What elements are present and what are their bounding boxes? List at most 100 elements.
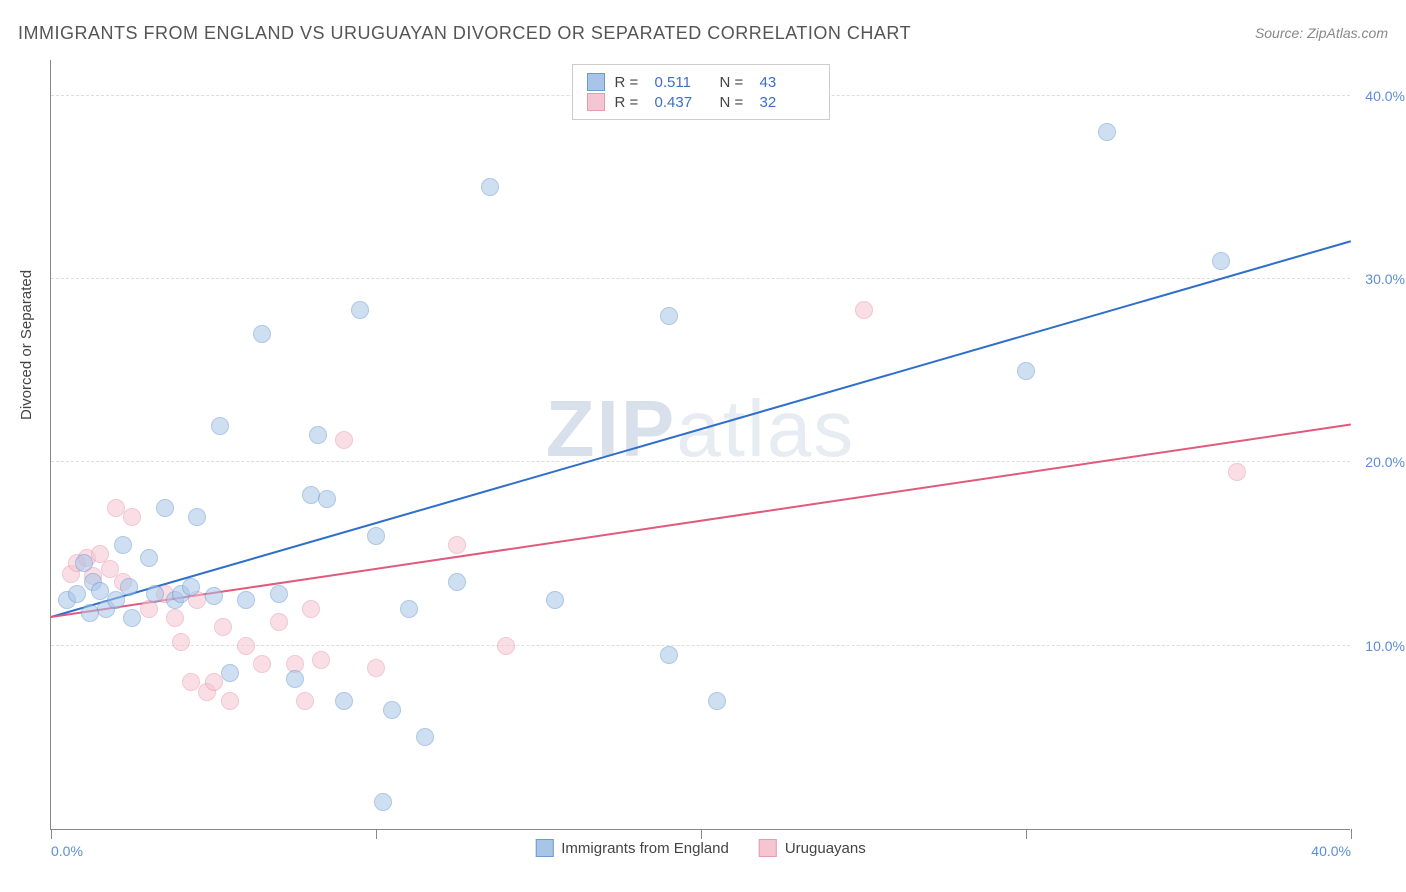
series-b-r-value: 0.437 xyxy=(655,94,710,111)
trend-line-b xyxy=(51,424,1351,618)
legend-bottom-item-a: Immigrants from England xyxy=(535,839,729,857)
y-tick-label: 10.0% xyxy=(1365,638,1405,654)
legend-swatch-a xyxy=(535,839,553,857)
data-point-a xyxy=(182,578,200,596)
data-point-a xyxy=(481,178,499,196)
data-point-a xyxy=(270,585,288,603)
gridline-h xyxy=(51,461,1350,462)
data-point-b xyxy=(335,431,353,449)
data-point-a xyxy=(221,664,239,682)
n-label: N = xyxy=(720,94,750,111)
data-point-b xyxy=(253,655,271,673)
series-a-r-value: 0.511 xyxy=(655,74,710,91)
data-point-a xyxy=(68,585,86,603)
data-point-b xyxy=(221,692,239,710)
data-point-a xyxy=(660,646,678,664)
data-point-b xyxy=(302,600,320,618)
data-point-a xyxy=(91,582,109,600)
x-tick-label: 40.0% xyxy=(1311,843,1351,859)
data-point-b xyxy=(166,609,184,627)
data-point-a xyxy=(448,573,466,591)
data-point-b xyxy=(855,301,873,319)
data-point-a xyxy=(140,549,158,567)
data-point-a xyxy=(351,301,369,319)
data-point-a xyxy=(286,670,304,688)
data-point-a xyxy=(205,587,223,605)
data-point-a xyxy=(374,793,392,811)
data-point-a xyxy=(318,490,336,508)
gridline-h xyxy=(51,278,1350,279)
legend-top-row-b: R = 0.437 N = 32 xyxy=(587,93,815,111)
x-tick-label: 0.0% xyxy=(51,843,83,859)
data-point-a xyxy=(120,578,138,596)
data-point-a xyxy=(309,426,327,444)
y-tick-label: 30.0% xyxy=(1365,271,1405,287)
legend-bottom-item-b: Uruguayans xyxy=(759,839,866,857)
data-point-a xyxy=(367,527,385,545)
data-point-b xyxy=(172,633,190,651)
data-point-b xyxy=(312,651,330,669)
series-b-label: Uruguayans xyxy=(785,840,866,857)
data-point-a xyxy=(114,536,132,554)
data-point-a xyxy=(1212,252,1230,270)
x-tick xyxy=(701,829,702,839)
chart-title: IMMIGRANTS FROM ENGLAND VS URUGUAYAN DIV… xyxy=(18,23,911,44)
data-point-b xyxy=(214,618,232,636)
series-a-n-value: 43 xyxy=(760,74,815,91)
r-label: R = xyxy=(615,74,645,91)
data-point-a xyxy=(253,325,271,343)
data-point-a xyxy=(546,591,564,609)
data-point-a xyxy=(708,692,726,710)
y-axis-title: Divorced or Separated xyxy=(18,270,35,420)
series-b-n-value: 32 xyxy=(760,94,815,111)
legend-swatch-a xyxy=(587,73,605,91)
x-tick xyxy=(1026,829,1027,839)
data-point-b xyxy=(182,673,200,691)
x-tick xyxy=(1351,829,1352,839)
data-point-a xyxy=(383,701,401,719)
data-point-a xyxy=(188,508,206,526)
legend-swatch-b xyxy=(587,93,605,111)
source-label: Source: xyxy=(1255,25,1307,41)
legend-top-row-a: R = 0.511 N = 43 xyxy=(587,73,815,91)
data-point-b xyxy=(367,659,385,677)
r-label: R = xyxy=(615,94,645,111)
data-point-b xyxy=(270,613,288,631)
x-tick xyxy=(51,829,52,839)
data-point-a xyxy=(400,600,418,618)
data-point-a xyxy=(1098,123,1116,141)
title-bar: IMMIGRANTS FROM ENGLAND VS URUGUAYAN DIV… xyxy=(18,18,1388,48)
data-point-a xyxy=(660,307,678,325)
data-point-a xyxy=(1017,362,1035,380)
data-point-b xyxy=(1228,463,1246,481)
series-a-label: Immigrants from England xyxy=(561,840,729,857)
data-point-b xyxy=(123,508,141,526)
data-point-a xyxy=(156,499,174,517)
data-point-b xyxy=(497,637,515,655)
data-point-b xyxy=(205,673,223,691)
data-point-a xyxy=(302,486,320,504)
source-value: ZipAtlas.com xyxy=(1307,25,1388,41)
data-point-b xyxy=(107,499,125,517)
legend-swatch-b xyxy=(759,839,777,857)
legend-top-box: R = 0.511 N = 43 R = 0.437 N = 32 xyxy=(572,64,830,120)
legend-bottom: Immigrants from England Uruguayans xyxy=(535,839,865,857)
trend-line-a xyxy=(51,240,1352,618)
source-attribution: Source: ZipAtlas.com xyxy=(1255,25,1388,41)
y-tick-label: 20.0% xyxy=(1365,454,1405,470)
data-point-b xyxy=(296,692,314,710)
scatter-plot-area: ZIPatlas R = 0.511 N = 43 R = 0.437 N = … xyxy=(50,60,1350,830)
data-point-a xyxy=(123,609,141,627)
n-label: N = xyxy=(720,74,750,91)
data-point-a xyxy=(335,692,353,710)
data-point-a xyxy=(81,604,99,622)
data-point-a xyxy=(416,728,434,746)
data-point-a xyxy=(237,591,255,609)
y-tick-label: 40.0% xyxy=(1365,88,1405,104)
data-point-b xyxy=(237,637,255,655)
data-point-b xyxy=(448,536,466,554)
x-tick xyxy=(376,829,377,839)
data-point-a xyxy=(146,585,164,603)
data-point-a xyxy=(211,417,229,435)
data-point-a xyxy=(75,554,93,572)
